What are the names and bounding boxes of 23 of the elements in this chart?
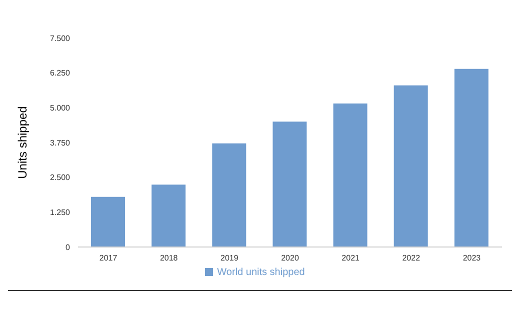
y-tick-label: 0 [66,242,71,252]
y-tick-label: 6.250 [50,68,71,78]
x-tick-label: 2020 [281,254,300,263]
x-tick-label: 2017 [99,254,118,263]
x-tick-label: 2018 [160,254,178,263]
bar [272,122,307,247]
bar [212,143,246,247]
bar [333,103,368,247]
bar [454,68,488,247]
x-tick-label: 2019 [220,254,239,263]
y-tick-label: 2.500 [50,173,71,182]
bar [394,85,428,247]
x-tick-label: 2022 [402,254,421,263]
x-tick-label: 2023 [462,254,482,263]
y-axis-title: Units shipped [15,106,30,179]
bar [91,196,125,247]
bar [152,184,186,247]
legend-label: World units shipped [217,267,305,278]
y-tick-label: 5.000 [50,104,71,113]
y-tick-label: 7.500 [50,34,71,43]
x-tick-label: 2021 [342,254,360,263]
y-tick-label: 3.750 [50,138,71,148]
y-tick-label: 1.250 [50,208,71,218]
